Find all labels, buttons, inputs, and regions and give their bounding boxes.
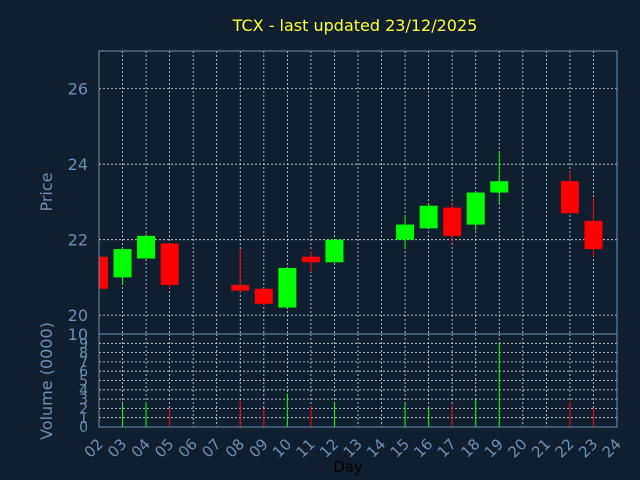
- candle-body: [396, 224, 415, 240]
- volume-y-tick-label: 0: [79, 420, 88, 436]
- price-y-tick-label: 20: [68, 306, 88, 325]
- candle-body: [254, 288, 273, 304]
- price-y-tick-label: 24: [68, 155, 88, 174]
- chart-title: TCX - last updated 23/12/2025: [232, 16, 478, 35]
- candles: [98, 150, 603, 308]
- volume-y-tick-label: 7: [79, 355, 88, 371]
- candle-body: [560, 181, 579, 214]
- price-y-tick-label: 22: [68, 231, 88, 250]
- candle-body: [137, 235, 156, 259]
- candle-body: [99, 256, 108, 289]
- candle-body: [113, 249, 132, 278]
- candle-body: [466, 192, 485, 225]
- price-y-tick-label: 26: [68, 80, 88, 99]
- volume-y-tick-label: 3: [79, 392, 88, 408]
- volume-y-tick-label: 5: [79, 374, 88, 390]
- candle-body: [443, 207, 462, 236]
- volume-y-tick-label: 2: [79, 401, 88, 417]
- candle-body: [278, 267, 297, 308]
- volume-y-tick-label: 9: [79, 336, 88, 352]
- candle-body: [325, 239, 344, 263]
- volume-y-tick-label: 8: [79, 346, 88, 362]
- candle-body: [584, 220, 603, 250]
- volume-y-tick-label: 1: [79, 411, 88, 427]
- price-y-ticks: 20 22 24 26 10: [68, 80, 88, 344]
- candle-body: [419, 205, 438, 229]
- volume-bars: [122, 342, 594, 427]
- volume-y-top-label: 10: [68, 325, 88, 344]
- candle-body: [490, 181, 509, 193]
- volume-y-tick-label: 4: [79, 383, 88, 399]
- candle-body: [160, 243, 179, 285]
- x-axis-label: Day: [333, 458, 363, 476]
- volume-plot-frame: [98, 333, 618, 428]
- price-y-axis-label: Price: [37, 172, 56, 211]
- candle-body: [301, 256, 320, 263]
- volume-y-axis-label: Volume (0000): [37, 322, 56, 440]
- volume-y-tick-label: 6: [79, 364, 88, 380]
- candle-body: [231, 284, 250, 291]
